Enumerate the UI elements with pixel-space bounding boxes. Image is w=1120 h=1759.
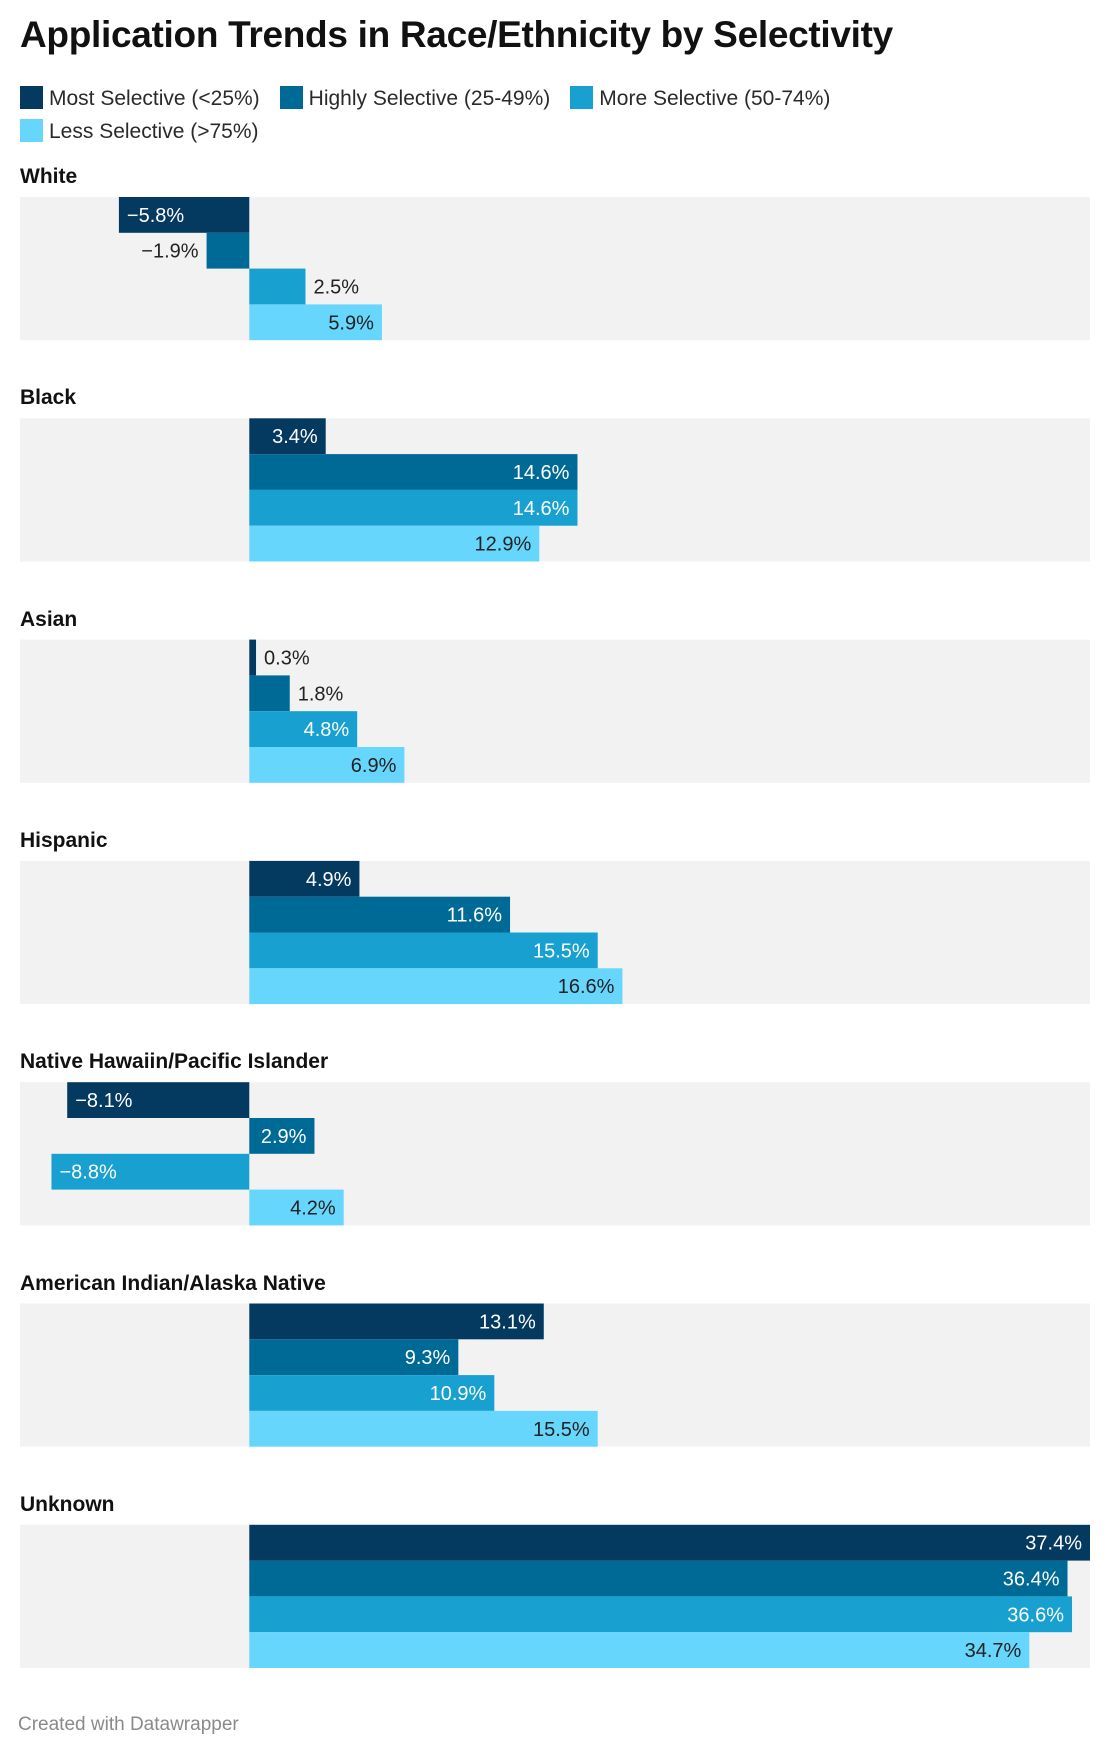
legend-swatch-highly-selective	[279, 86, 303, 109]
group-title: Hispanic	[20, 828, 108, 852]
bar	[249, 418, 326, 455]
bar	[206, 232, 250, 269]
bar-value-label: 34.7%	[965, 1640, 1022, 1662]
bar-value-label: 15.5%	[533, 940, 590, 962]
bar	[249, 268, 306, 305]
legend-label: More Selective (50-74%)	[599, 87, 831, 110]
bar-value-label: 11.6%	[447, 905, 502, 927]
group-title: American Indian/Alaska Native	[20, 1271, 326, 1295]
bar-value-label: −5.8%	[127, 205, 184, 227]
bar-value-label: −8.8%	[59, 1162, 116, 1184]
legend-item-less-selective: Less Selective (>75%)	[20, 115, 259, 148]
bar-value-label: 0.3%	[264, 648, 310, 670]
bar-value-label: 36.4%	[1003, 1569, 1060, 1591]
bar	[249, 675, 290, 712]
bar	[249, 1596, 1073, 1633]
bar	[249, 1632, 1030, 1668]
bar-value-label: 1.8%	[298, 683, 344, 705]
bar-value-label: 12.9%	[475, 534, 532, 556]
bar-value-label: 10.9%	[430, 1383, 487, 1405]
bar	[249, 932, 598, 969]
bar	[249, 711, 358, 747]
legend-item-highly-selective: Highly Selective (25-49%)	[279, 82, 551, 115]
small-multiples-area: −5.8% −1.9% 2.5% 5.9% 3.4% 14.6% 14.6% 12.9% 0.3…	[20, 165, 1091, 1668]
bar-value-label: 14.6%	[513, 498, 570, 520]
bar-value-label: −8.1%	[75, 1090, 132, 1112]
bar-value-label: −1.9%	[141, 241, 198, 263]
group-title: Native Hawaiin/Pacific Islander	[20, 1050, 329, 1074]
bar	[249, 1303, 544, 1340]
bar-value-label: 4.9%	[306, 869, 352, 891]
group-title: Black	[20, 386, 77, 410]
legend-label: Less Selective (>75%)	[49, 120, 259, 143]
legend-swatch-more-selective	[570, 86, 594, 109]
bar	[249, 1560, 1068, 1597]
bar	[249, 747, 405, 783]
bar-value-label: 5.9%	[328, 312, 374, 334]
bar	[249, 1189, 344, 1226]
bar	[249, 454, 578, 490]
bar	[118, 197, 250, 233]
bar-value-label: 13.1%	[479, 1311, 536, 1333]
bar	[249, 968, 623, 1005]
legend-item-most-selective: Most Selective (<25%)	[20, 82, 260, 115]
bar-value-label: 6.9%	[351, 755, 397, 777]
bar	[51, 1153, 250, 1190]
legend-swatch-less-selective	[20, 119, 43, 142]
bar-charts-svg: −5.8% −1.9% 2.5% 5.9% 3.4% 14.6% 14.6% 12.9% 0.3…	[20, 197, 1091, 1668]
bar	[249, 1410, 598, 1447]
bar	[249, 525, 540, 562]
bar	[249, 304, 382, 341]
bar	[249, 860, 360, 897]
bar-value-label: 3.4%	[272, 426, 318, 448]
bar-value-label: 15.5%	[533, 1419, 590, 1441]
legend: Most Selective (<25%) Highly Selective (2…	[20, 82, 1050, 148]
bar-value-label: 2.5%	[313, 277, 359, 299]
bar-value-label: 16.6%	[558, 976, 615, 998]
legend-label: Most Selective (<25%)	[49, 87, 260, 110]
legend-label: Highly Selective (25-49%)	[308, 87, 551, 110]
bar-value-label: 14.6%	[513, 462, 570, 484]
bar-value-label: 36.6%	[1007, 1604, 1064, 1626]
bar	[249, 896, 511, 933]
bar-value-label: 2.9%	[261, 1126, 307, 1148]
bar	[249, 489, 578, 526]
group-title: White	[20, 165, 78, 188]
chart-title: Application Trends in Race/Ethnicity by …	[20, 14, 893, 55]
legend-swatch-most-selective	[20, 86, 43, 109]
bar	[249, 1339, 459, 1376]
bar-value-label: 9.3%	[405, 1347, 451, 1369]
bar	[249, 1118, 315, 1154]
bar	[249, 639, 257, 676]
group-title: Unknown	[20, 1492, 115, 1516]
legend-item-more-selective: More Selective (50-74%)	[570, 82, 830, 115]
group-title: Asian	[20, 607, 78, 631]
bar	[67, 1082, 250, 1118]
bar-value-label: 37.4%	[1025, 1533, 1082, 1555]
bar-value-label: 4.2%	[290, 1198, 336, 1220]
footer-credit: Created with Datawrapper	[18, 1714, 239, 1735]
bar	[249, 1524, 1091, 1561]
bar	[249, 1375, 495, 1411]
chart-panel-background	[20, 639, 1090, 783]
bar-value-label: 4.8%	[304, 719, 350, 741]
